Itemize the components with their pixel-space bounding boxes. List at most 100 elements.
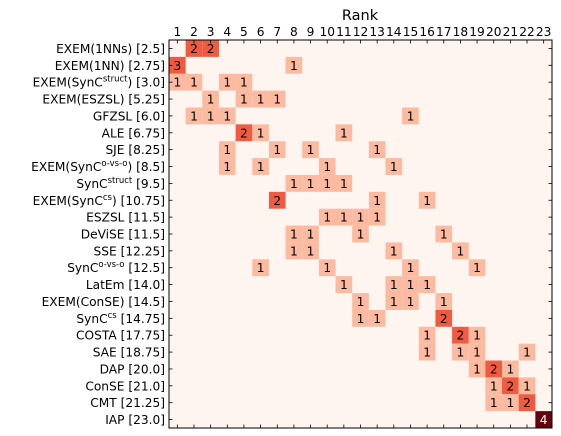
heatmap-cell bbox=[418, 343, 436, 361]
cell-label: 2 bbox=[457, 329, 465, 343]
y-tick-label-superscript: cs bbox=[103, 193, 113, 203]
y-tick-label: EXEM(1NNs) [2.5] bbox=[56, 42, 165, 56]
heatmap-cell bbox=[185, 107, 203, 125]
cell-label: 1 bbox=[290, 244, 298, 258]
cell-label: 1 bbox=[373, 143, 381, 157]
cell-label: 1 bbox=[307, 177, 315, 191]
heatmap-cell bbox=[452, 343, 469, 361]
cell-label: 1 bbox=[373, 211, 381, 225]
cell-label: 1 bbox=[207, 93, 215, 107]
cell-label: 1 bbox=[223, 160, 231, 174]
cell-label: 1 bbox=[340, 177, 348, 191]
heatmap-cell bbox=[402, 107, 419, 125]
cell-label: 1 bbox=[473, 346, 481, 360]
x-tick-label: 20 bbox=[486, 25, 502, 39]
y-tick-label-part: EXEM(1NN) [2.75] bbox=[55, 59, 165, 73]
y-tick-label-part: DAP [20.0] bbox=[100, 362, 165, 376]
heatmap-cell bbox=[202, 107, 219, 125]
cell-label: 1 bbox=[340, 126, 348, 140]
cell-label: 1 bbox=[323, 177, 331, 191]
cell-label: 1 bbox=[357, 228, 365, 242]
x-tick-label: 6 bbox=[257, 25, 265, 39]
heatmap-cell bbox=[335, 124, 353, 142]
heatmap-cell bbox=[235, 73, 253, 91]
y-tick-label-part: DeViSE [11.5] bbox=[81, 228, 165, 242]
heatmap-cell bbox=[268, 191, 286, 209]
heatmap-cell bbox=[252, 259, 269, 277]
cell-label: 1 bbox=[490, 379, 498, 393]
heatmap-cell bbox=[218, 141, 236, 159]
y-tick-label-part: ALE [6.75] bbox=[102, 126, 165, 140]
cell-label: 1 bbox=[457, 244, 465, 258]
cell-label: 4 bbox=[540, 413, 548, 427]
cell-label: 1 bbox=[257, 126, 265, 140]
y-tick-label-part: COSTA [17.75] bbox=[76, 329, 165, 343]
heatmap-cell bbox=[502, 377, 519, 395]
heatmap-cell bbox=[352, 225, 369, 243]
heatmap-cell bbox=[385, 242, 403, 260]
heatmap-cell bbox=[335, 174, 353, 192]
y-tick-label: ConSE [21.0] bbox=[85, 379, 165, 393]
heatmap-cell bbox=[368, 191, 386, 209]
chart-title: Rank bbox=[342, 8, 379, 24]
y-tick-label-part: GFZSL [6.0] bbox=[93, 109, 165, 123]
cell-label: 1 bbox=[407, 261, 415, 275]
heatmap-cell bbox=[518, 343, 536, 361]
y-tick-label: DAP [20.0] bbox=[100, 362, 165, 376]
y-tick-label-part: [12.5] bbox=[124, 261, 165, 275]
x-tick-label: 9 bbox=[307, 25, 315, 39]
heatmap-cell bbox=[285, 174, 303, 192]
y-tick-label-part: SSE [12.25] bbox=[94, 244, 165, 258]
cell-label: 1 bbox=[457, 346, 465, 360]
x-tick-label: 16 bbox=[419, 25, 435, 39]
y-tick-label-part: EXEM(1NNs) [2.5] bbox=[56, 42, 165, 56]
cell-label: 1 bbox=[473, 261, 481, 275]
cell-label: 1 bbox=[390, 295, 398, 309]
heatmap-cell bbox=[518, 377, 536, 395]
y-tick-label: DeViSE [11.5] bbox=[81, 228, 165, 242]
x-tick-label: 13 bbox=[369, 25, 385, 39]
y-tick-label-part: SynC bbox=[67, 261, 98, 275]
x-tick-label: 12 bbox=[353, 25, 369, 39]
cell-label: 2 bbox=[490, 362, 498, 376]
heatmap-cell bbox=[435, 293, 453, 310]
cell-label: 2 bbox=[440, 312, 448, 326]
x-tick-label: 15 bbox=[403, 25, 419, 39]
cell-label: 1 bbox=[257, 93, 265, 107]
y-tick-label: EXEM(1NN) [2.75] bbox=[55, 59, 165, 73]
y-tick-label: EXEM(SynCo-vs-o) [8.5] bbox=[31, 159, 165, 174]
cell-label: 2 bbox=[506, 379, 514, 393]
y-tick-label-part: EXEM(SynC bbox=[33, 194, 103, 208]
cell-label: 1 bbox=[323, 211, 331, 225]
cell-label: 1 bbox=[240, 76, 248, 90]
heatmap-cell bbox=[418, 276, 436, 294]
y-tick-label-superscript: cs bbox=[108, 311, 118, 321]
y-tick-label-part: ESZSL [11.5] bbox=[86, 211, 165, 225]
x-tick-label: 7 bbox=[273, 25, 281, 39]
cell-label: 1 bbox=[407, 295, 415, 309]
y-tick-label-part: ) [3.0] bbox=[127, 76, 165, 90]
y-tick-label: EXEM(SynCcs) [10.75] bbox=[33, 193, 165, 208]
y-tick-label: LatEm [14.0] bbox=[86, 278, 165, 292]
cell-label: 1 bbox=[357, 312, 365, 326]
heatmap-cell bbox=[285, 225, 303, 243]
cell-label: 1 bbox=[340, 211, 348, 225]
cell-label: 1 bbox=[423, 346, 431, 360]
y-tick-label: SynCcs [14.75] bbox=[76, 311, 165, 326]
cell-label: 1 bbox=[390, 244, 398, 258]
heatmap-cell bbox=[402, 276, 419, 294]
cell-label: 1 bbox=[357, 211, 365, 225]
cell-label: 1 bbox=[290, 59, 298, 73]
heatmap-cell bbox=[368, 208, 386, 226]
heatmap-cell bbox=[385, 158, 403, 175]
cell-label: 2 bbox=[273, 194, 281, 208]
heatmap-cell bbox=[302, 225, 319, 243]
y-tick-label-part: EXEM(ESZSL) [5.25] bbox=[42, 93, 165, 107]
y-tick-label-part: SAE [18.75] bbox=[93, 346, 165, 360]
cell-label: 1 bbox=[523, 346, 531, 360]
cell-label: 1 bbox=[373, 312, 381, 326]
x-tick-label: 1 bbox=[173, 25, 181, 39]
cell-label: 1 bbox=[307, 143, 315, 157]
heatmap-cell bbox=[502, 360, 519, 378]
